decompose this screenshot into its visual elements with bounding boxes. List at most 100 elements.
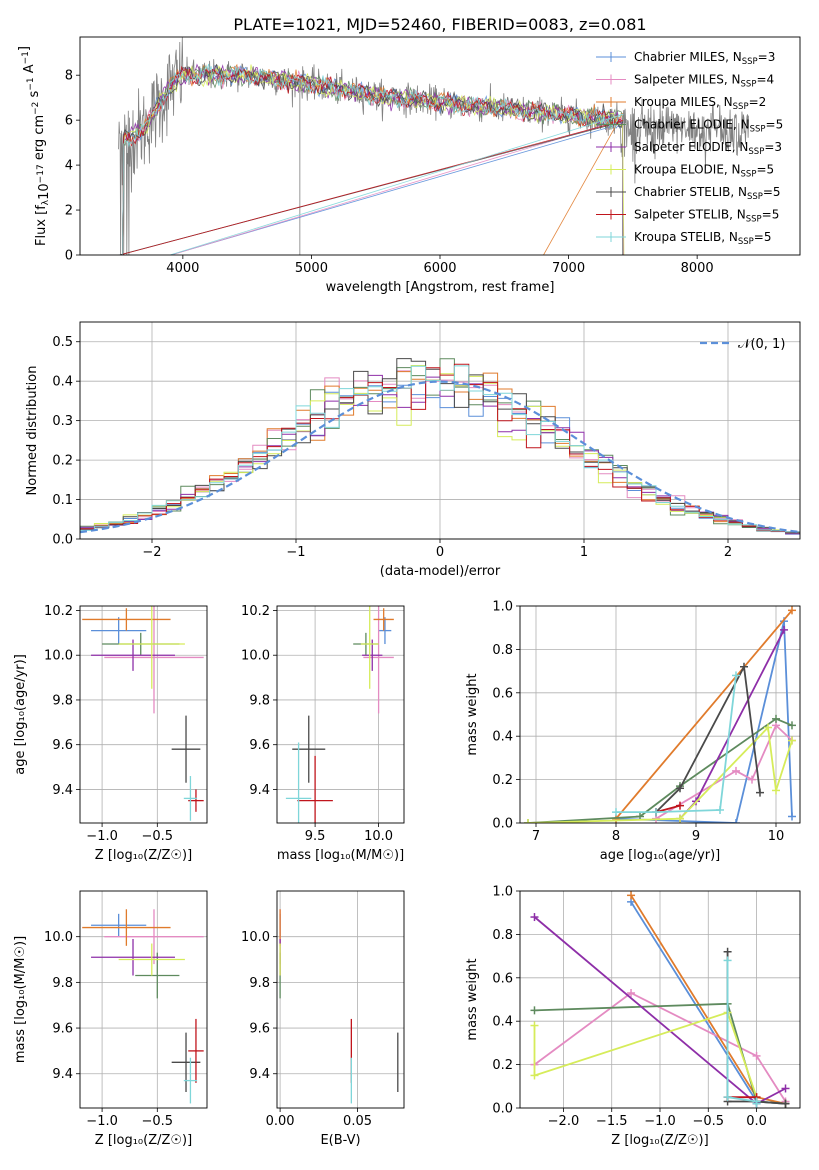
point-salpeter-miles [104,909,204,965]
axes-frame [276,890,405,1109]
y-tick-label: 9.8 [52,976,73,991]
legend-entry-chabrier-miles: Chabrier MILES, NSSP=3 [634,50,775,67]
series-line-kroupa-stelib [616,675,737,813]
series-point-chabrier-elodie [530,1006,539,1015]
series-point-salpeter-elodie [780,625,788,634]
series-line-chabrier-stelib [655,665,761,813]
x-tick-label: 5000 [295,261,328,276]
point-salpeter-stelib [188,1018,204,1083]
legend-subscript: SSP [746,215,762,225]
panel-age-vs-mass: 9.5 10.0 9.4 9.6 9.8 10.0 10.2 mass [log₁₀(M/M☉… [241,604,405,863]
series-point-kroupa-stelib [752,1099,761,1108]
series-point-salpeter-miles [627,988,636,997]
legend-entry-kroupa-miles: Kroupa MILES, NSSP=2 [634,95,766,112]
y-tick-label: 8 [65,69,73,84]
point-kroupa-elodie [360,606,379,689]
series-point-salpeter-elodie [530,913,539,922]
y-tick-label: 9.8 [249,693,270,708]
y-tick-label: 9.4 [249,783,270,798]
plot-content [524,606,796,823]
y-label-part: −2 [31,102,41,115]
legend-text-tail: =3 [758,50,776,64]
legend-subscript: SSP [742,57,758,67]
x-axis-label: Z [log₁₀(Z/Z☉)] [611,1133,708,1148]
legend-subscript: SSP [741,170,757,180]
x-tick-label: 7 [532,829,540,844]
series-line-kroupa-elodie [533,1011,758,1098]
legend-entry-chabrier-stelib: Chabrier STELIB, NSSP=5 [634,185,781,202]
legend-text: Chabrier ELODIE, N [634,118,750,132]
series-point-chabrier-elodie [772,714,780,723]
point-salpeter-elodie [91,938,175,976]
y-tick-label: 0.5 [52,335,73,350]
point-kroupa-stelib [183,1057,198,1104]
y-label-part: −1 [21,51,31,64]
x-tick-label: 0.00 [266,1114,295,1129]
x-tick-label: −2 [142,545,161,560]
y-label-part: −17 [36,164,46,183]
point-chabrier-miles [91,617,147,645]
point-kroupa-elodie [118,943,185,976]
x-tick-label: 1 [580,545,588,560]
x-tick-label: 9 [692,829,700,844]
series-point-chabrier-stelib [676,784,684,793]
model-spectrum-kroupa-elodie [118,64,625,255]
y-label-part: ] [17,46,32,51]
x-tick-label: −0.5 [692,1114,724,1129]
y-tick-label: 9.4 [52,783,73,798]
series-point-kroupa-stelib [612,808,620,817]
x-axis-label: age [log₁₀(age/yr)] [600,848,721,863]
y-tick-label: 0.4 [52,375,73,390]
panel-weight-vs-Z: −2.0 −1.5 −1.0 −0.5 0.0 0.0 0.2 0.4 0.6 0.8 1.0 Z [… [465,885,801,1148]
y-tick-label: 0.2 [52,454,73,469]
series-point-kroupa-elodie [764,723,772,732]
x-axis-label: mass [log₁₀(M/M☉)] [277,848,404,863]
x-axis-label: E(B-V) [320,1133,360,1148]
legend-entry-kroupa-elodie: Kroupa ELODIE, NSSP=5 [634,163,774,180]
series-point-chabrier-stelib [781,1099,790,1108]
point-salpeter-miles [363,606,394,714]
y-tick-label: 10.0 [44,930,73,945]
series-line-chabrier-miles [615,620,793,823]
y-tick-label: 0.0 [492,1102,513,1117]
x-tick-label: 6000 [423,261,456,276]
figure-title: PLATE=1021, MJD=52460, FIBERID=0083, z=0… [233,15,646,34]
x-tick-label: −1.5 [596,1114,628,1129]
series-point-chabrier-stelib [740,662,748,671]
series-point-chabrier-miles [732,819,740,823]
series-point-salpeter-stelib [676,801,684,810]
x-tick-label: −1.0 [86,829,118,844]
y-axis-label: mass [log₁₀(M/M☉)] [13,936,28,1063]
y-label-part: Flux [f [34,205,49,246]
y-tick-label: 0.8 [492,643,513,658]
series-line-salpeter-stelib [655,804,681,813]
plot-content [82,909,204,1104]
plot-area [80,891,207,1108]
legend-text: Chabrier STELIB, N [634,185,747,199]
legend-text: Salpeter MILES, N [634,73,741,87]
point-salpeter-stelib [297,755,333,823]
x-axis-label: Z [log₁₀(Z/Z☉)] [95,1133,192,1148]
y-tick-label: 2 [65,204,73,219]
series-point-kroupa-elodie [530,1071,539,1080]
histogram-chabrier-stelib [80,358,800,534]
point-kroupa-miles [373,608,394,631]
y-tick-label: 4 [65,159,73,174]
plot-content [82,606,204,821]
x-tick-label: 8000 [681,261,714,276]
plot-content [530,891,790,1108]
series-point-kroupa-elodie [676,814,684,823]
legend-subscript: SSP [738,237,754,247]
point-chabrier-stelib [292,715,326,783]
y-axis-label: Normed distribution [25,366,40,496]
point-kroupa-miles [82,608,171,631]
legend-entry-kroupa-stelib: Kroupa STELIB, NSSP=5 [634,230,772,247]
point-chabrier-elodie [135,952,180,999]
model-spectrum-chabrier-stelib [118,63,624,255]
axes-frame [519,605,801,824]
y-tick-label: 9.4 [249,1067,270,1082]
y-tick-label: 9.6 [249,738,270,753]
x-axis-label: Z [log₁₀(Z/Z☉)] [95,848,192,863]
model-spectrum-salpeter-elodie [118,63,624,255]
